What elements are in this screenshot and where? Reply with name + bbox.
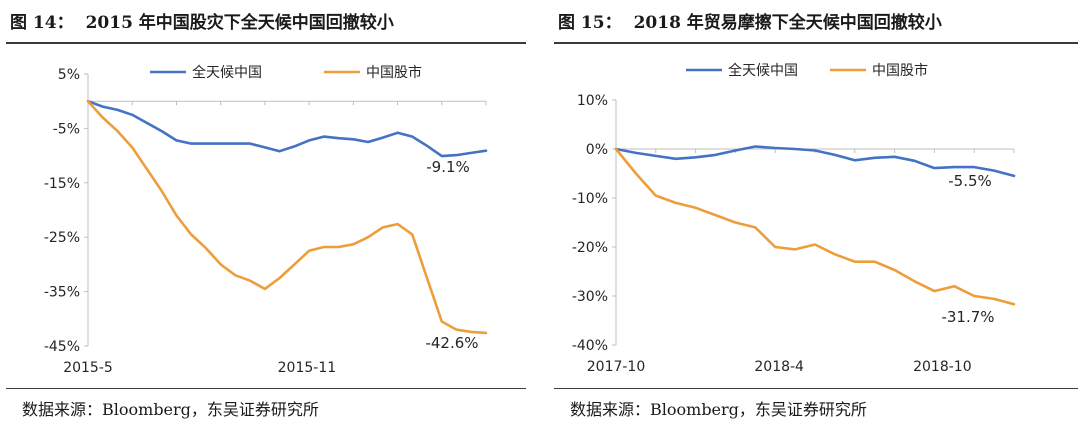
source-note: 数据来源：Bloomberg，东吴证券研究所 (22, 400, 319, 419)
figure-15: 图 15： 2018 年贸易摩擦下全天候中国回撤较小 10% 0% -10% -20% -… (548, 0, 1080, 435)
end-value-label: -42.6% (425, 334, 478, 352)
source-rule (554, 388, 1078, 389)
y-tick-label: -25% (44, 230, 80, 246)
figure-14: 图 14： 2015 年中国股灾下全天候中国回撤较小 5% -5% -15% -25% -… (0, 0, 528, 435)
y-tick-label: 5% (58, 67, 80, 83)
end-value-label: -5.5% (948, 172, 992, 190)
y-tick-label: -40% (572, 338, 608, 354)
source-note: 数据来源：Bloomberg，东吴证券研究所 (570, 400, 867, 419)
figure-title-text: 2015 年中国股灾下全天候中国回撤较小 (85, 13, 394, 33)
y-tick-label: -35% (44, 285, 80, 301)
x-tick-label: 2018-10 (913, 359, 972, 375)
y-tick-label: 10% (577, 93, 608, 109)
figure-title-text: 2018 年贸易摩擦下全天候中国回撤较小 (633, 13, 942, 33)
figure-title: 图 14： 2015 年中国股灾下全天候中国回撤较小 (10, 8, 394, 33)
legend-label: 中国股市 (366, 64, 422, 81)
y-tick-label: 0% (586, 142, 608, 158)
y-tick-label: -15% (44, 176, 80, 192)
title-rule (6, 42, 526, 44)
y-tick-label: -20% (572, 240, 608, 256)
series-line-1 (86, 99, 488, 335)
end-value-label: -31.7% (941, 308, 994, 326)
figure-number: 图 15： (558, 13, 622, 33)
x-tick-label: 2015-11 (278, 360, 337, 376)
legend-label: 全天候中国 (192, 64, 262, 81)
series-line-0 (614, 145, 1016, 178)
chart-2018-drawdown: 10% 0% -10% -20% -30% -40% 2017-10 2018-4 2018-1… (572, 62, 1016, 375)
y-tick-label: -10% (572, 191, 608, 207)
x-tick-label: 2015-5 (63, 360, 113, 376)
legend-label: 全天候中国 (728, 62, 798, 79)
figure-title: 图 15： 2018 年贸易摩擦下全天候中国回撤较小 (558, 8, 942, 33)
series-line-0 (86, 99, 488, 158)
end-value-label: -9.1% (426, 158, 470, 176)
y-tick-label: -5% (53, 121, 80, 137)
legend-label: 中国股市 (872, 62, 928, 79)
chart-2015-drawdown: 5% -5% -15% -25% -35% -45% 2015-5 2015-11 全天候中国 -… (44, 64, 488, 376)
source-rule (6, 388, 526, 389)
x-tick-label: 2017-10 (587, 359, 646, 375)
figure-number: 图 14： (10, 13, 74, 33)
x-tick-label: 2018-4 (754, 359, 804, 375)
title-rule (554, 42, 1078, 44)
series-line-1 (614, 147, 1016, 306)
y-tick-label: -30% (572, 289, 608, 305)
y-tick-label: -45% (44, 339, 80, 355)
